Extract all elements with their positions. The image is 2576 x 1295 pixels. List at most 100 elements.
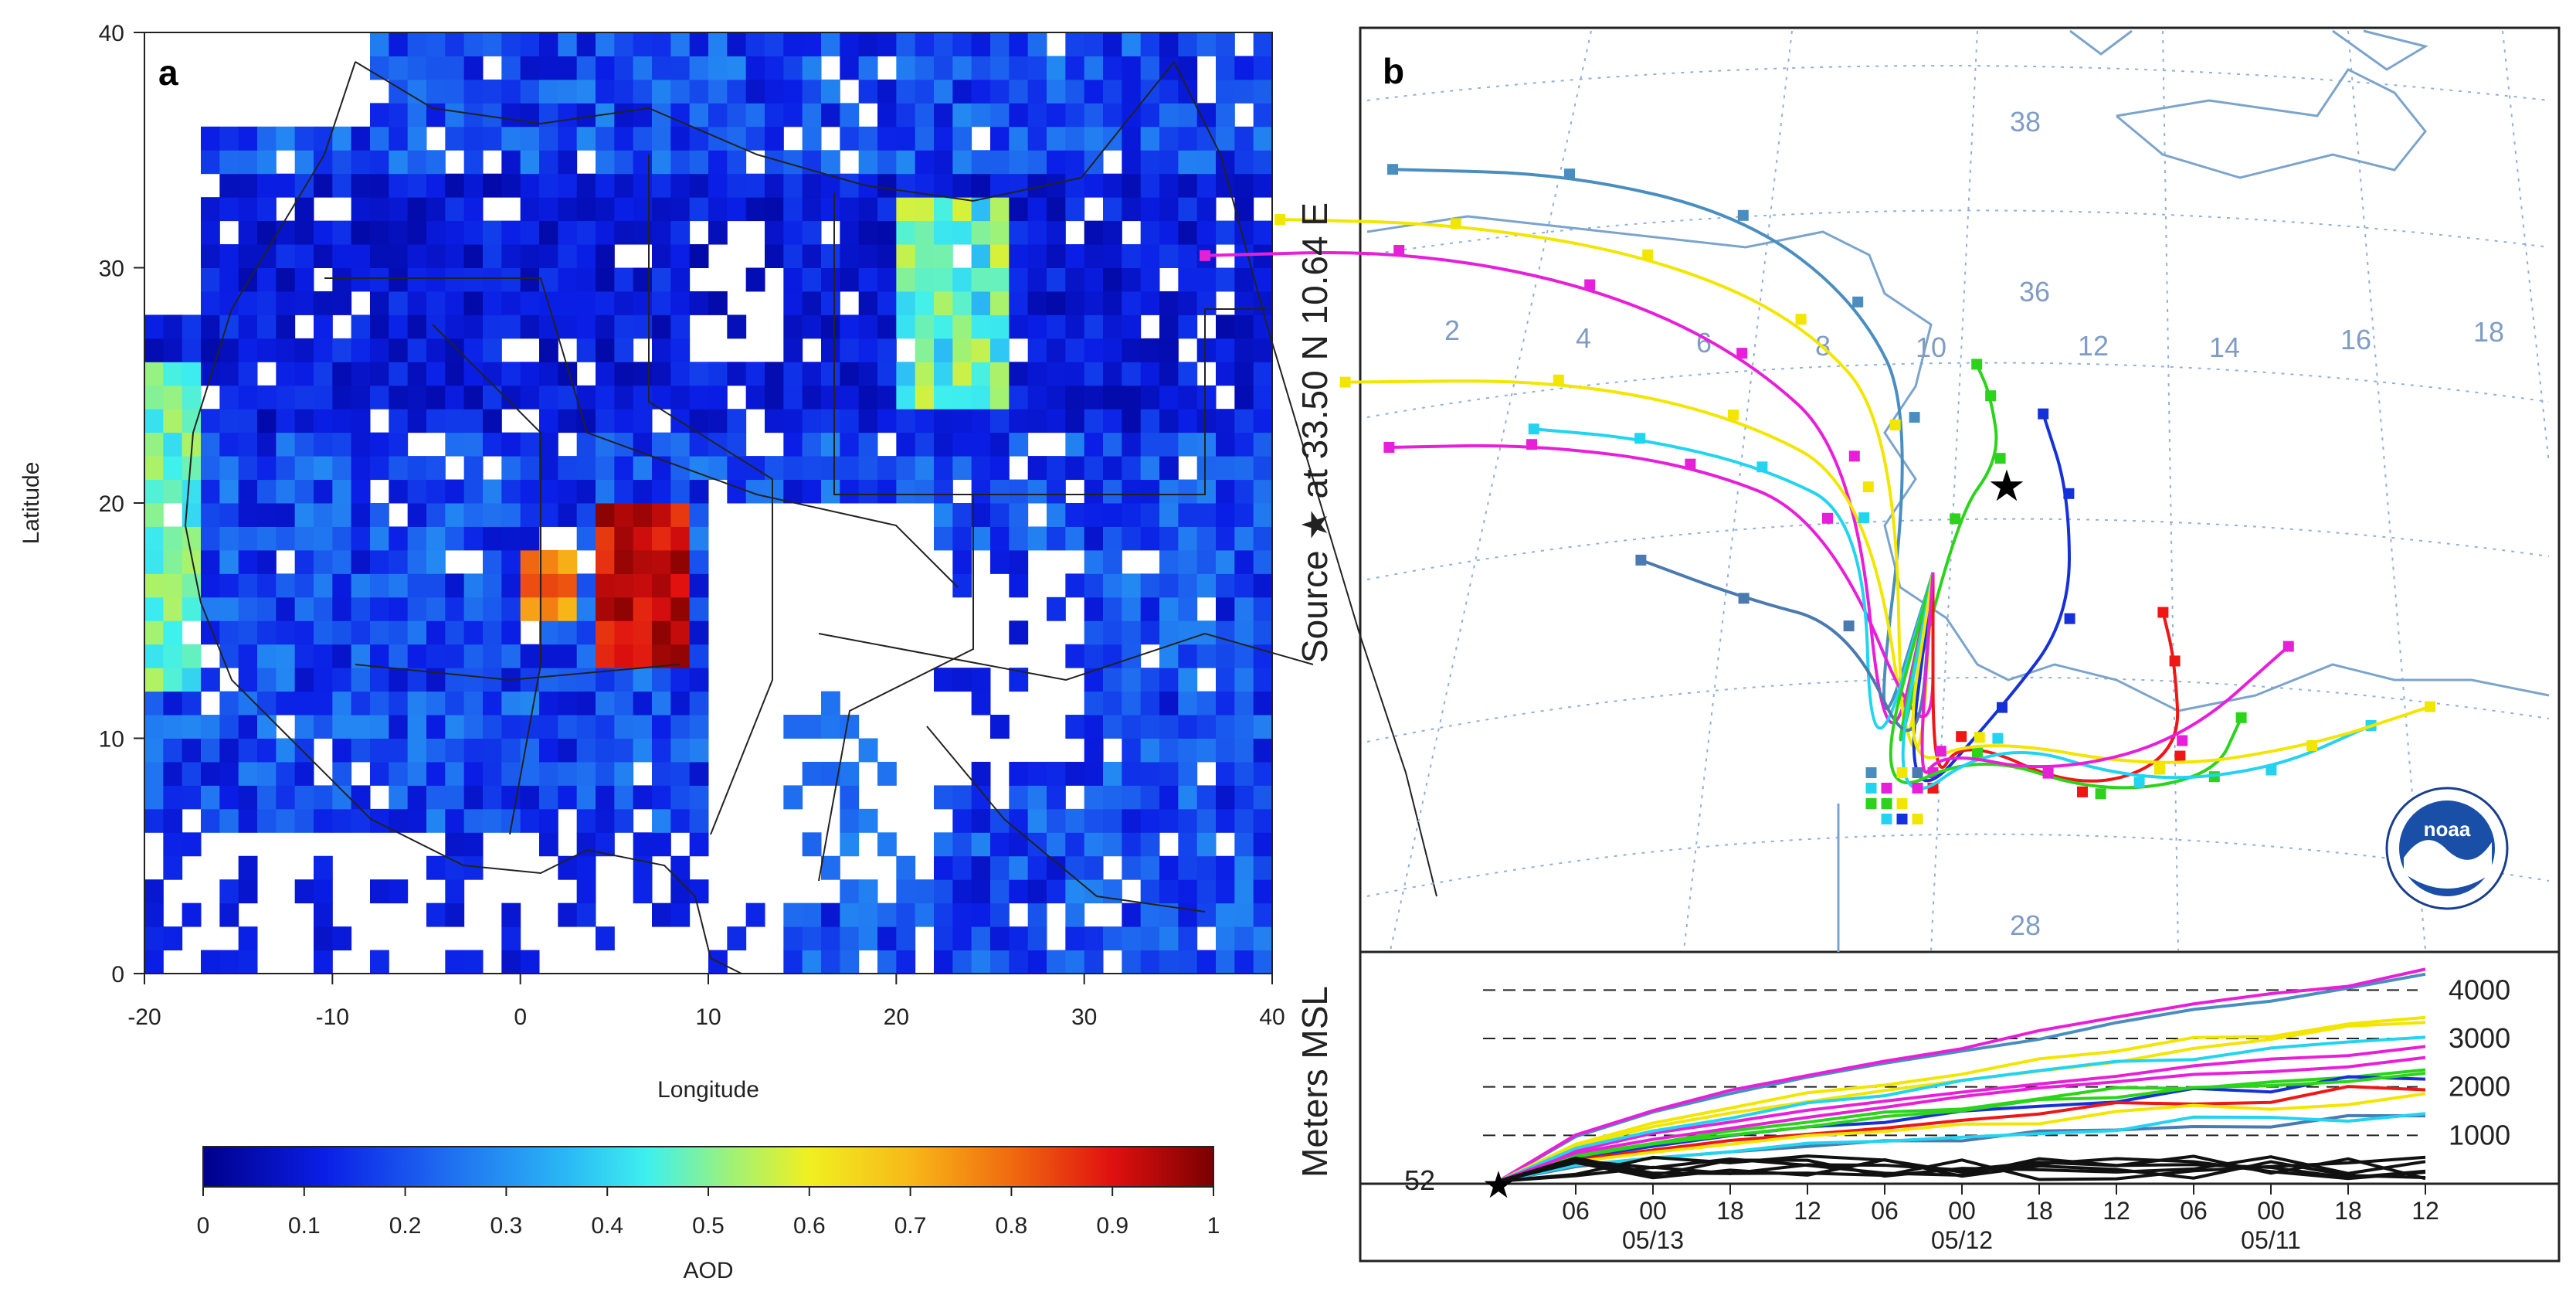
- aod-cell: [689, 503, 709, 527]
- aod-cell: [1009, 409, 1029, 433]
- aod-cell: [915, 385, 935, 410]
- aod-cell: [351, 338, 371, 362]
- aod-cell: [539, 32, 558, 56]
- aod-cell: [633, 409, 653, 433]
- aod-cell: [501, 314, 521, 339]
- aod-cell: [689, 620, 709, 645]
- aod-cell: [614, 385, 634, 410]
- aod-cell: [1178, 808, 1198, 833]
- aod-cell: [1253, 785, 1273, 810]
- aod-cell: [182, 456, 202, 481]
- aod-cell: [990, 244, 1010, 268]
- aod-cell: [445, 715, 465, 739]
- aod-cell: [314, 902, 333, 927]
- trajectory-marker: [1956, 731, 1967, 743]
- trajectory-marker: [1685, 458, 1696, 470]
- aod-cell: [896, 362, 916, 386]
- aod-cell: [877, 291, 897, 315]
- aod-cell: [332, 620, 352, 645]
- latitude-label: 36: [2019, 276, 2050, 308]
- trajectory-marker: [1393, 245, 1405, 257]
- aod-cell: [276, 738, 296, 763]
- aod-cell: [652, 715, 671, 739]
- aod-cell: [1084, 597, 1104, 621]
- aod-cell: [708, 32, 728, 56]
- aod-cell: [351, 314, 371, 339]
- aod-cell: [1065, 644, 1085, 668]
- aod-cell: [351, 220, 371, 245]
- aod-cell: [689, 644, 709, 668]
- aod-cell: [802, 79, 822, 104]
- aod-cell: [463, 267, 484, 292]
- aod-cell: [765, 244, 784, 268]
- aod-cell: [633, 32, 653, 56]
- aod-cell: [952, 409, 972, 433]
- trajectory-marker: [2174, 750, 2186, 762]
- aod-cell: [1253, 79, 1273, 104]
- aod-cell: [1253, 597, 1273, 621]
- aod-cell: [294, 691, 314, 715]
- aod-cell: [558, 126, 578, 151]
- aod-cell: [877, 761, 897, 786]
- aod-cell: [1140, 926, 1160, 951]
- aod-cell: [445, 338, 465, 362]
- aod-cell: [670, 126, 691, 151]
- aod-cell: [1140, 785, 1160, 810]
- aod-cell: [276, 761, 296, 786]
- aod-cell: [257, 549, 277, 574]
- aod-cell: [1253, 926, 1273, 951]
- aod-cell: [915, 197, 935, 222]
- aod-cell: [426, 32, 446, 56]
- aod-cell: [896, 126, 916, 151]
- aod-cell: [1178, 32, 1198, 56]
- aod-cell: [952, 385, 972, 410]
- border-line-8: [355, 664, 680, 681]
- aod-cell: [765, 220, 784, 245]
- aod-cell: [257, 338, 277, 362]
- aod-cell: [934, 32, 953, 56]
- aod-cell: [501, 291, 521, 315]
- trajectory-marker: [1528, 423, 1539, 435]
- aod-cell: [407, 761, 427, 786]
- aod-cell: [332, 549, 352, 574]
- aod-cell: [144, 314, 164, 339]
- aod-cell: [1159, 197, 1179, 222]
- aod-cell: [765, 126, 784, 151]
- aod-cell: [370, 362, 389, 386]
- aod-cell: [201, 573, 220, 598]
- x-axis-title: Longitude: [657, 1077, 759, 1103]
- x-tick-label: 30: [1071, 1004, 1097, 1030]
- aod-cell: [1122, 150, 1142, 175]
- aod-cell: [727, 56, 747, 80]
- trajectory-marker: [1881, 798, 1892, 809]
- aod-cell: [1009, 362, 1029, 386]
- aod-cell: [596, 503, 615, 527]
- aod-cell: [1196, 32, 1217, 56]
- aod-cell: [576, 761, 596, 786]
- aod-cell: [1065, 950, 1085, 974]
- aod-cell: [332, 409, 352, 433]
- aod-cell: [840, 126, 860, 151]
- aod-cell: [370, 385, 389, 410]
- aod-cell: [370, 432, 389, 457]
- aod-cell: [445, 103, 465, 127]
- aod-cell: [370, 503, 389, 527]
- aod-cell: [294, 573, 314, 598]
- aod-cell: [144, 761, 164, 786]
- aod-cell: [1047, 267, 1066, 292]
- aod-cell: [765, 409, 784, 433]
- aod-cell: [614, 362, 634, 386]
- aod-cell: [1178, 738, 1198, 763]
- aod-cell: [952, 103, 972, 127]
- aod-cell: [351, 715, 371, 739]
- aod-cell: [783, 479, 803, 504]
- aod-cell: [1216, 267, 1235, 292]
- aod-cell: [1009, 126, 1029, 151]
- aod-cell: [445, 126, 465, 151]
- aod-cell: [858, 738, 878, 763]
- aod-cell: [144, 338, 164, 362]
- aod-cell: [294, 785, 314, 810]
- aod-cell: [971, 456, 991, 481]
- aod-cell: [1253, 855, 1273, 880]
